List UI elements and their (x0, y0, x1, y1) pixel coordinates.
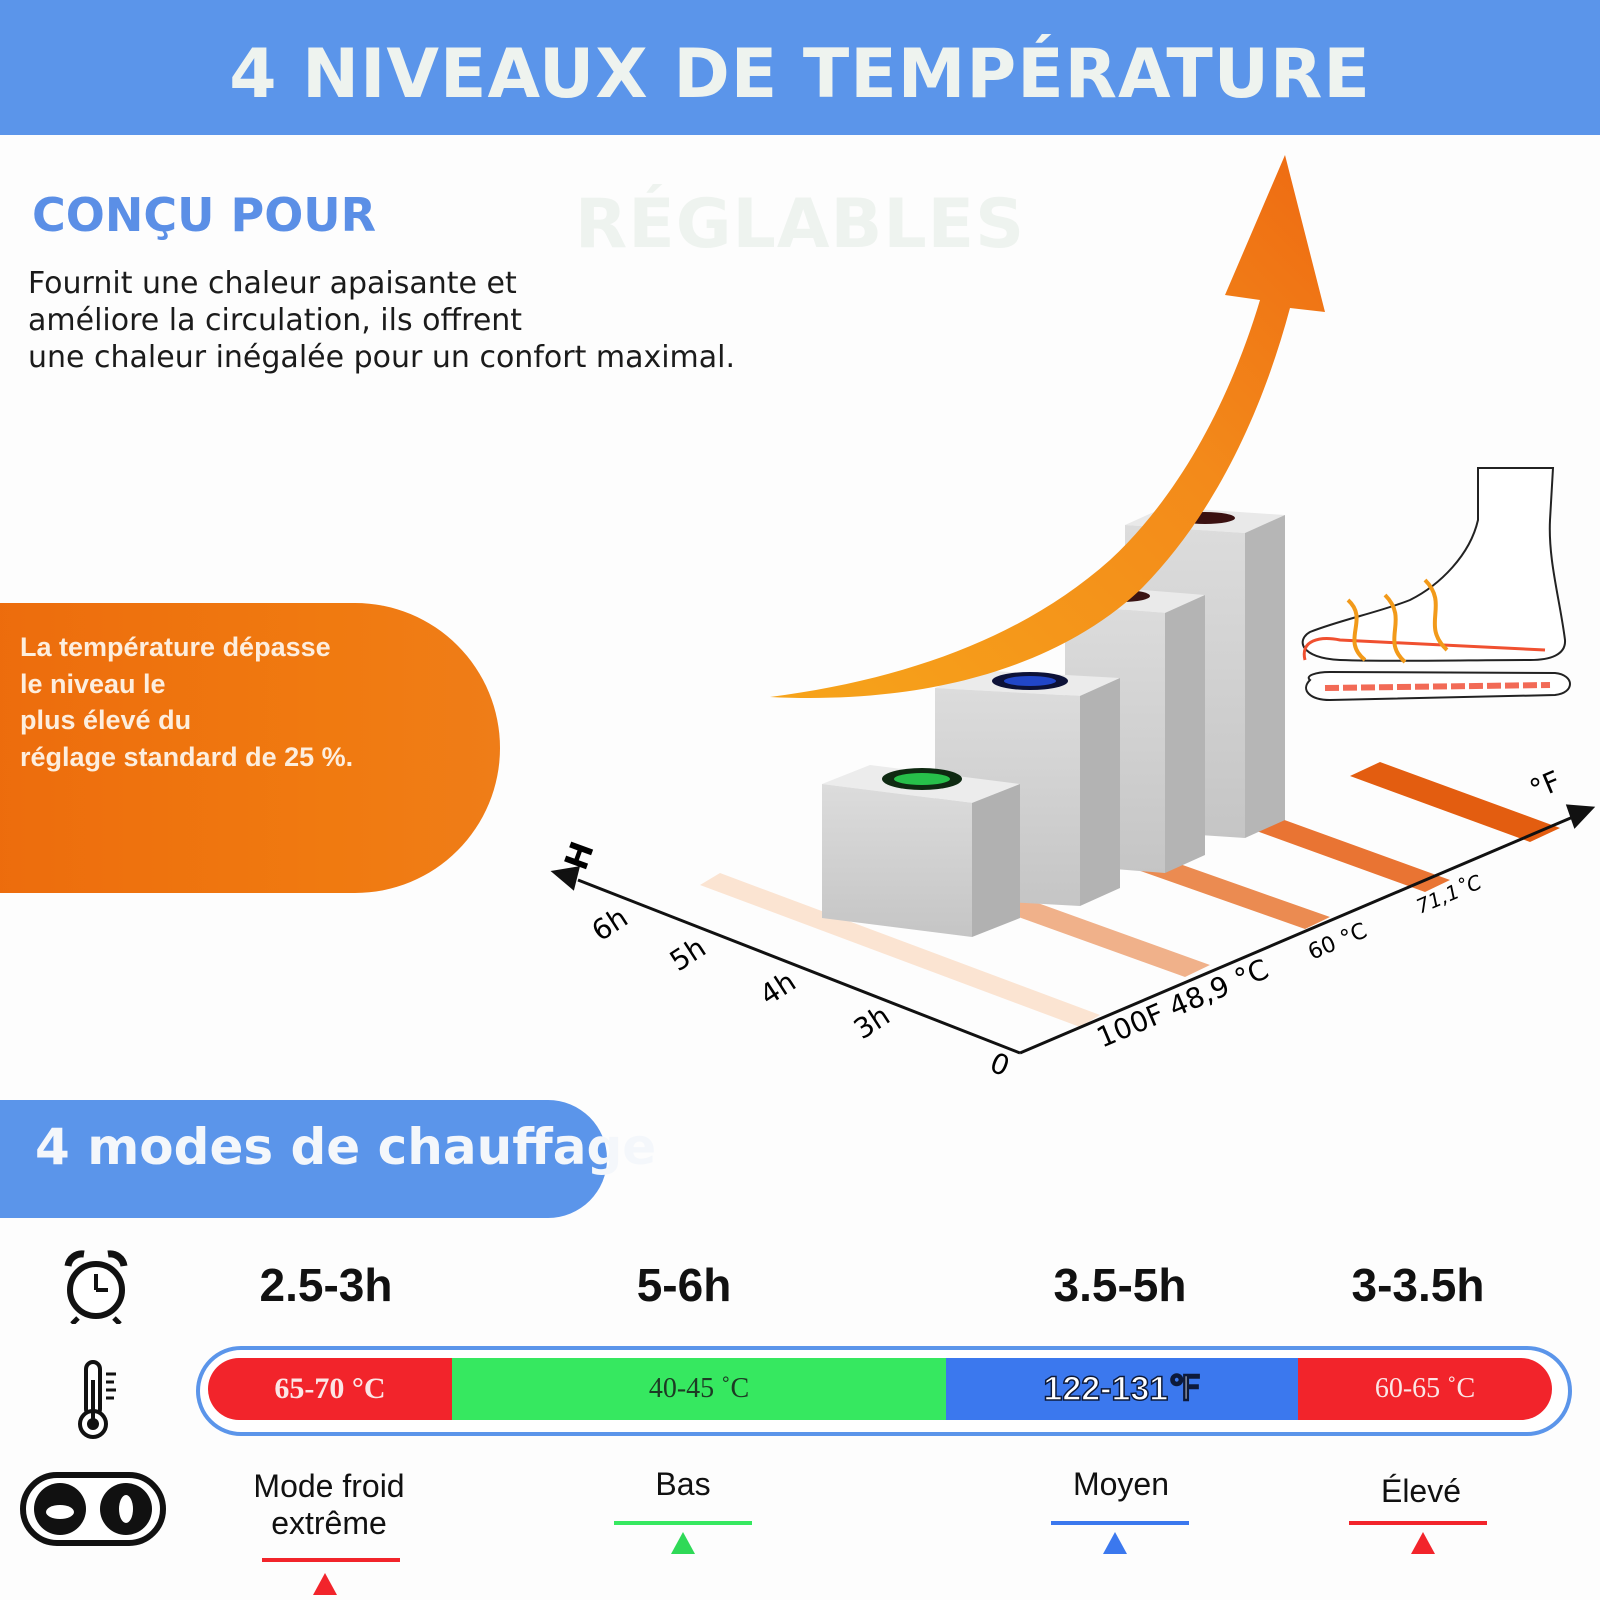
temp-segment-4[interactable]: 60-65 ˚C (1298, 1358, 1552, 1420)
highlight-pill (0, 603, 500, 893)
description-line-3: une chaleur inégalée pour un confort max… (28, 340, 736, 375)
mode-2-triangle-icon (671, 1532, 695, 1554)
heating-illustration: H °F 0 6h 5h 4h 3h 100F 48,9 °C 60 °C 71… (550, 155, 1596, 1083)
mode-4-triangle-icon (1411, 1532, 1435, 1554)
designed-for-title: CONÇU POUR (32, 188, 377, 242)
axes (550, 804, 1596, 1055)
mode-label-1-line-2: extrême (271, 1505, 387, 1541)
temp-segment-2[interactable]: 40-45 ˚C (452, 1358, 946, 1420)
floor-bar-1 (700, 873, 1100, 1027)
temp-segment-1[interactable]: 65-70 °C (208, 1358, 452, 1420)
mode-extreme-cold[interactable]: Mode froid extrême (199, 1468, 459, 1542)
mode-1-triangle-icon (313, 1573, 337, 1595)
description-line-1: Fournit une chaleur apaisante et (28, 266, 517, 301)
h-axis-arrow (550, 866, 581, 891)
temp-value-2: 40-45 ˚C (648, 1373, 750, 1404)
mode-4-underline (1349, 1521, 1487, 1525)
block-level-1 (822, 784, 972, 937)
foot-toggle-icon (20, 1472, 166, 1546)
mode-2-underline (614, 1521, 752, 1525)
rising-arrow (770, 155, 1325, 699)
hour-tick-5h: 5h (664, 931, 712, 978)
mode-label-1-line-1: Mode froid (253, 1468, 405, 1504)
hour-tick-3h: 3h (848, 999, 896, 1046)
origin-label: 0 (985, 1046, 1014, 1083)
duration-mode-4: 3-3.5h (1351, 1259, 1485, 1311)
f-axis-arrow (1565, 804, 1596, 829)
mode-label-high[interactable]: Élevé (1380, 1473, 1462, 1509)
highlight-line-4: réglage standard de 25 %. (20, 742, 354, 772)
hour-tick-4h: 4h (754, 965, 802, 1012)
level-blocks (822, 507, 1285, 937)
temp-value-1: 65-70 °C (274, 1372, 386, 1405)
mode-3-triangle-icon (1103, 1532, 1127, 1554)
f-axis (1019, 812, 1581, 1055)
duration-mode-1: 2.5-3h (259, 1259, 393, 1311)
modes-title: 4 modes de chauffage (35, 1118, 657, 1176)
hour-tick-6h: 6h (586, 901, 634, 948)
highlight-line-3: plus élevé du (20, 705, 192, 735)
h-axis (577, 878, 1021, 1055)
highlight-line-1: La température dépasse (20, 632, 331, 662)
thermometer-icon (78, 1360, 116, 1439)
highlight-line-2: le niveau le (20, 669, 166, 699)
description-line-2: améliore la circulation, ils offrent (28, 303, 523, 338)
mode-label-low[interactable]: Bas (655, 1466, 711, 1502)
floor-bar-2 (985, 893, 1210, 977)
duration-mode-2: 5-6h (636, 1259, 732, 1311)
duration-mode-3: 3.5-5h (1053, 1259, 1187, 1311)
floor-bar-5 (1350, 762, 1560, 842)
header-banner (0, 0, 1600, 135)
heated-foot-icon (1301, 467, 1571, 702)
mode-3-underline (1051, 1521, 1189, 1525)
floor-bar-4 (1240, 813, 1450, 892)
mode-label-medium[interactable]: Moyen (1072, 1466, 1170, 1502)
temp-value-4: 60-65 ˚C (1374, 1373, 1476, 1404)
f-axis-label: °F (1525, 764, 1566, 806)
alarm-clock-icon (64, 1250, 128, 1324)
modes-pill (0, 1100, 607, 1218)
page-title: 4 NIVEAUX DE TEMPÉRATURE RÉGLABLES (229, 35, 1371, 264)
temp-value-3: 122-131℉ (1043, 1369, 1202, 1409)
floor-bars (700, 762, 1560, 1027)
temperature-bar: 65-70 °C 40-45 ˚C 122-131℉ 60-65 ˚C (208, 1358, 1552, 1420)
temp-tick-60c: 60 °C (1305, 919, 1371, 966)
mode-1-underline (262, 1558, 400, 1562)
temp-segment-3[interactable]: 122-131℉ (946, 1358, 1298, 1420)
